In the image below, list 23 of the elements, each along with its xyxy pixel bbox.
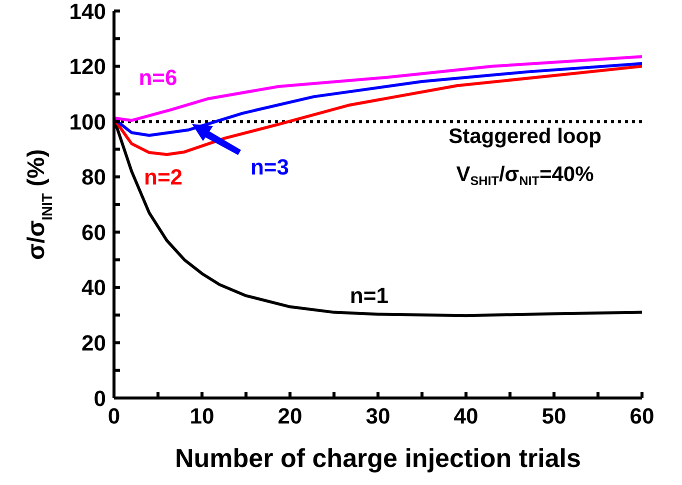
x-tick-label: 20 [278, 404, 302, 429]
y-tick-label: 120 [69, 54, 106, 80]
y-tick-label: 40 [82, 275, 106, 300]
line-series [114, 64, 642, 156]
x-tick-label: 50 [542, 404, 566, 429]
x-tick-label: 60 [630, 404, 654, 429]
annotation: V$_{SHIT}$/σ$_{NIT}$=40% [456, 162, 594, 188]
x-tick-label: 40 [454, 404, 478, 429]
series-label: n=2 [144, 164, 183, 190]
x-tick-label: 10 [190, 404, 214, 429]
y-tick-label: 20 [82, 330, 106, 356]
series-label: n=6 [138, 64, 178, 90]
series-label: n=1 [350, 283, 388, 308]
annotation: Staggered loop [448, 124, 602, 148]
series-label: n=3 [250, 154, 290, 180]
y-tick-label: 60 [82, 220, 106, 245]
y-tick-label: 0 [94, 386, 106, 411]
line-series [114, 55, 642, 122]
y-tick-label: 140 [69, 0, 106, 24]
y-tick-label: 80 [82, 164, 106, 190]
x-tick-label: 30 [366, 404, 390, 429]
x-axis-title: Number of charge injection trials [175, 443, 581, 473]
y-tick-label: 100 [69, 109, 106, 134]
